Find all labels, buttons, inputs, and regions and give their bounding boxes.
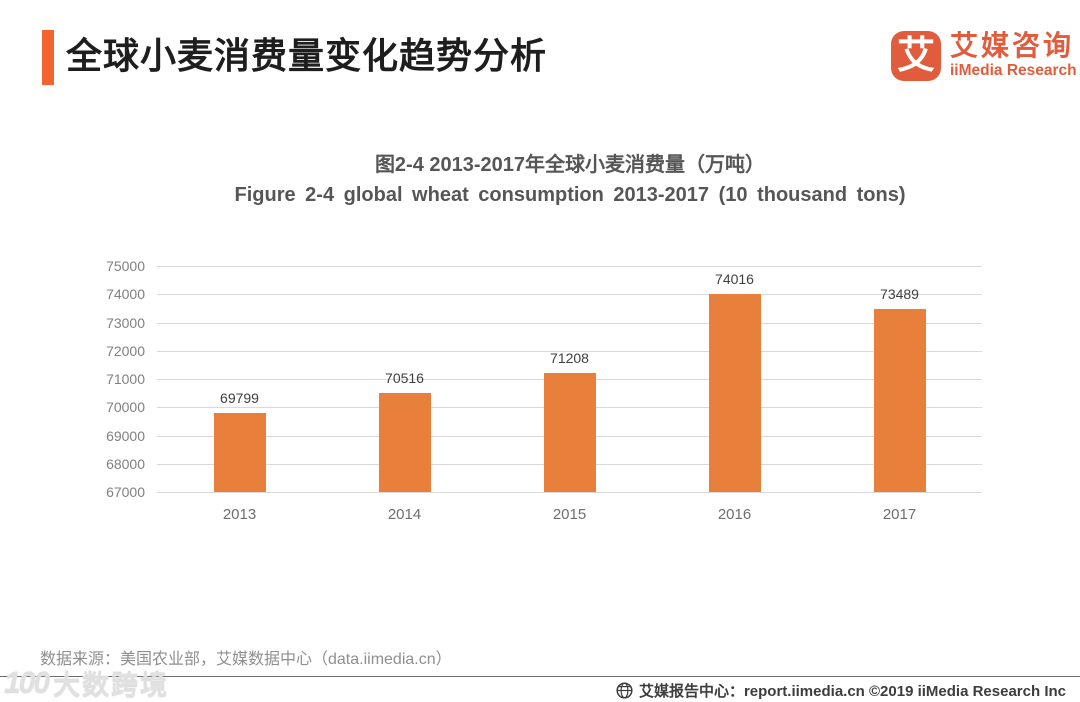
y-tick-label: 72000 — [106, 342, 145, 359]
logo-name-cn: 艾媒咨询 — [950, 30, 1075, 61]
iimedia-logo-icon: 艾 — [891, 31, 941, 81]
bar-value-label: 70516 — [385, 370, 424, 386]
gridline — [157, 350, 982, 352]
y-tick-label: 67000 — [106, 484, 145, 500]
x-tick-label: 2014 — [387, 506, 422, 523]
y-tick-label: 74000 — [106, 286, 145, 303]
bar-value-label: 74016 — [715, 271, 754, 287]
bar-value-label: 73489 — [880, 286, 919, 302]
bar-2014 — [378, 393, 431, 492]
bar-2015 — [543, 373, 596, 492]
bar-2016 — [708, 294, 761, 492]
x-tick-label: 2013 — [222, 506, 257, 523]
y-tick-label: 71000 — [106, 371, 145, 387]
y-tick-label: 73000 — [106, 314, 145, 331]
x-tick-label: 2015 — [552, 506, 587, 523]
bar-value-label: 69799 — [220, 390, 259, 406]
gridline — [157, 322, 982, 324]
y-tick-label: 75000 — [106, 258, 145, 274]
iimedia-logo-text: 艾媒咨询 iiMedia Research — [950, 31, 1077, 80]
title-accent-bar — [42, 30, 54, 85]
y-tick-label: 70000 — [106, 399, 145, 416]
watermark: 100 大数跨境 — [4, 663, 169, 702]
bar-chart: 75000 74000 73000 72000 71000 70000 69000 68000… — [106, 258, 982, 523]
logo-name-en: iiMedia Research — [950, 62, 1077, 80]
bar-value-label: 71208 — [550, 350, 589, 366]
globe-icon — [616, 682, 633, 699]
footer-divider — [0, 676, 1080, 677]
footer-report-line: 艾媒报告中心：report.iimedia.cn ©2019 iiMedia R… — [616, 680, 1066, 701]
gridline — [157, 492, 982, 493]
chart-title-block: 图2-4 2013-2017年全球小麦消费量（万吨） Figure 2-4 gl… — [130, 151, 1010, 209]
iimedia-logo: 艾 艾媒咨询 iiMedia Research — [891, 31, 1077, 81]
bar-2017 — [873, 309, 926, 492]
bar-2013 — [213, 413, 266, 492]
y-tick-label: 68000 — [106, 455, 145, 472]
x-tick-label: 2017 — [882, 506, 917, 523]
watermark-logo-icon: 100 — [4, 665, 50, 699]
chart-title-cn: 图2-4 2013-2017年全球小麦消费量（万吨） — [374, 154, 766, 176]
watermark-text: 大数跨境 — [53, 670, 170, 700]
data-source-note: 数据来源：美国农业部，艾媒数据中心（data.iimedia.cn） — [40, 651, 452, 668]
y-tick-label: 69000 — [106, 427, 145, 444]
gridline — [157, 294, 982, 296]
chart-title-en: Figure 2-4 global wheat consumption 2013… — [234, 184, 906, 206]
x-tick-label: 2016 — [717, 506, 752, 523]
gridline — [157, 266, 982, 267]
report-center-text: 艾媒报告中心：report.iimedia.cn ©2019 iiMedia R… — [638, 683, 1066, 700]
page-title: 全球小麦消费量变化趋势分析 — [66, 35, 548, 76]
